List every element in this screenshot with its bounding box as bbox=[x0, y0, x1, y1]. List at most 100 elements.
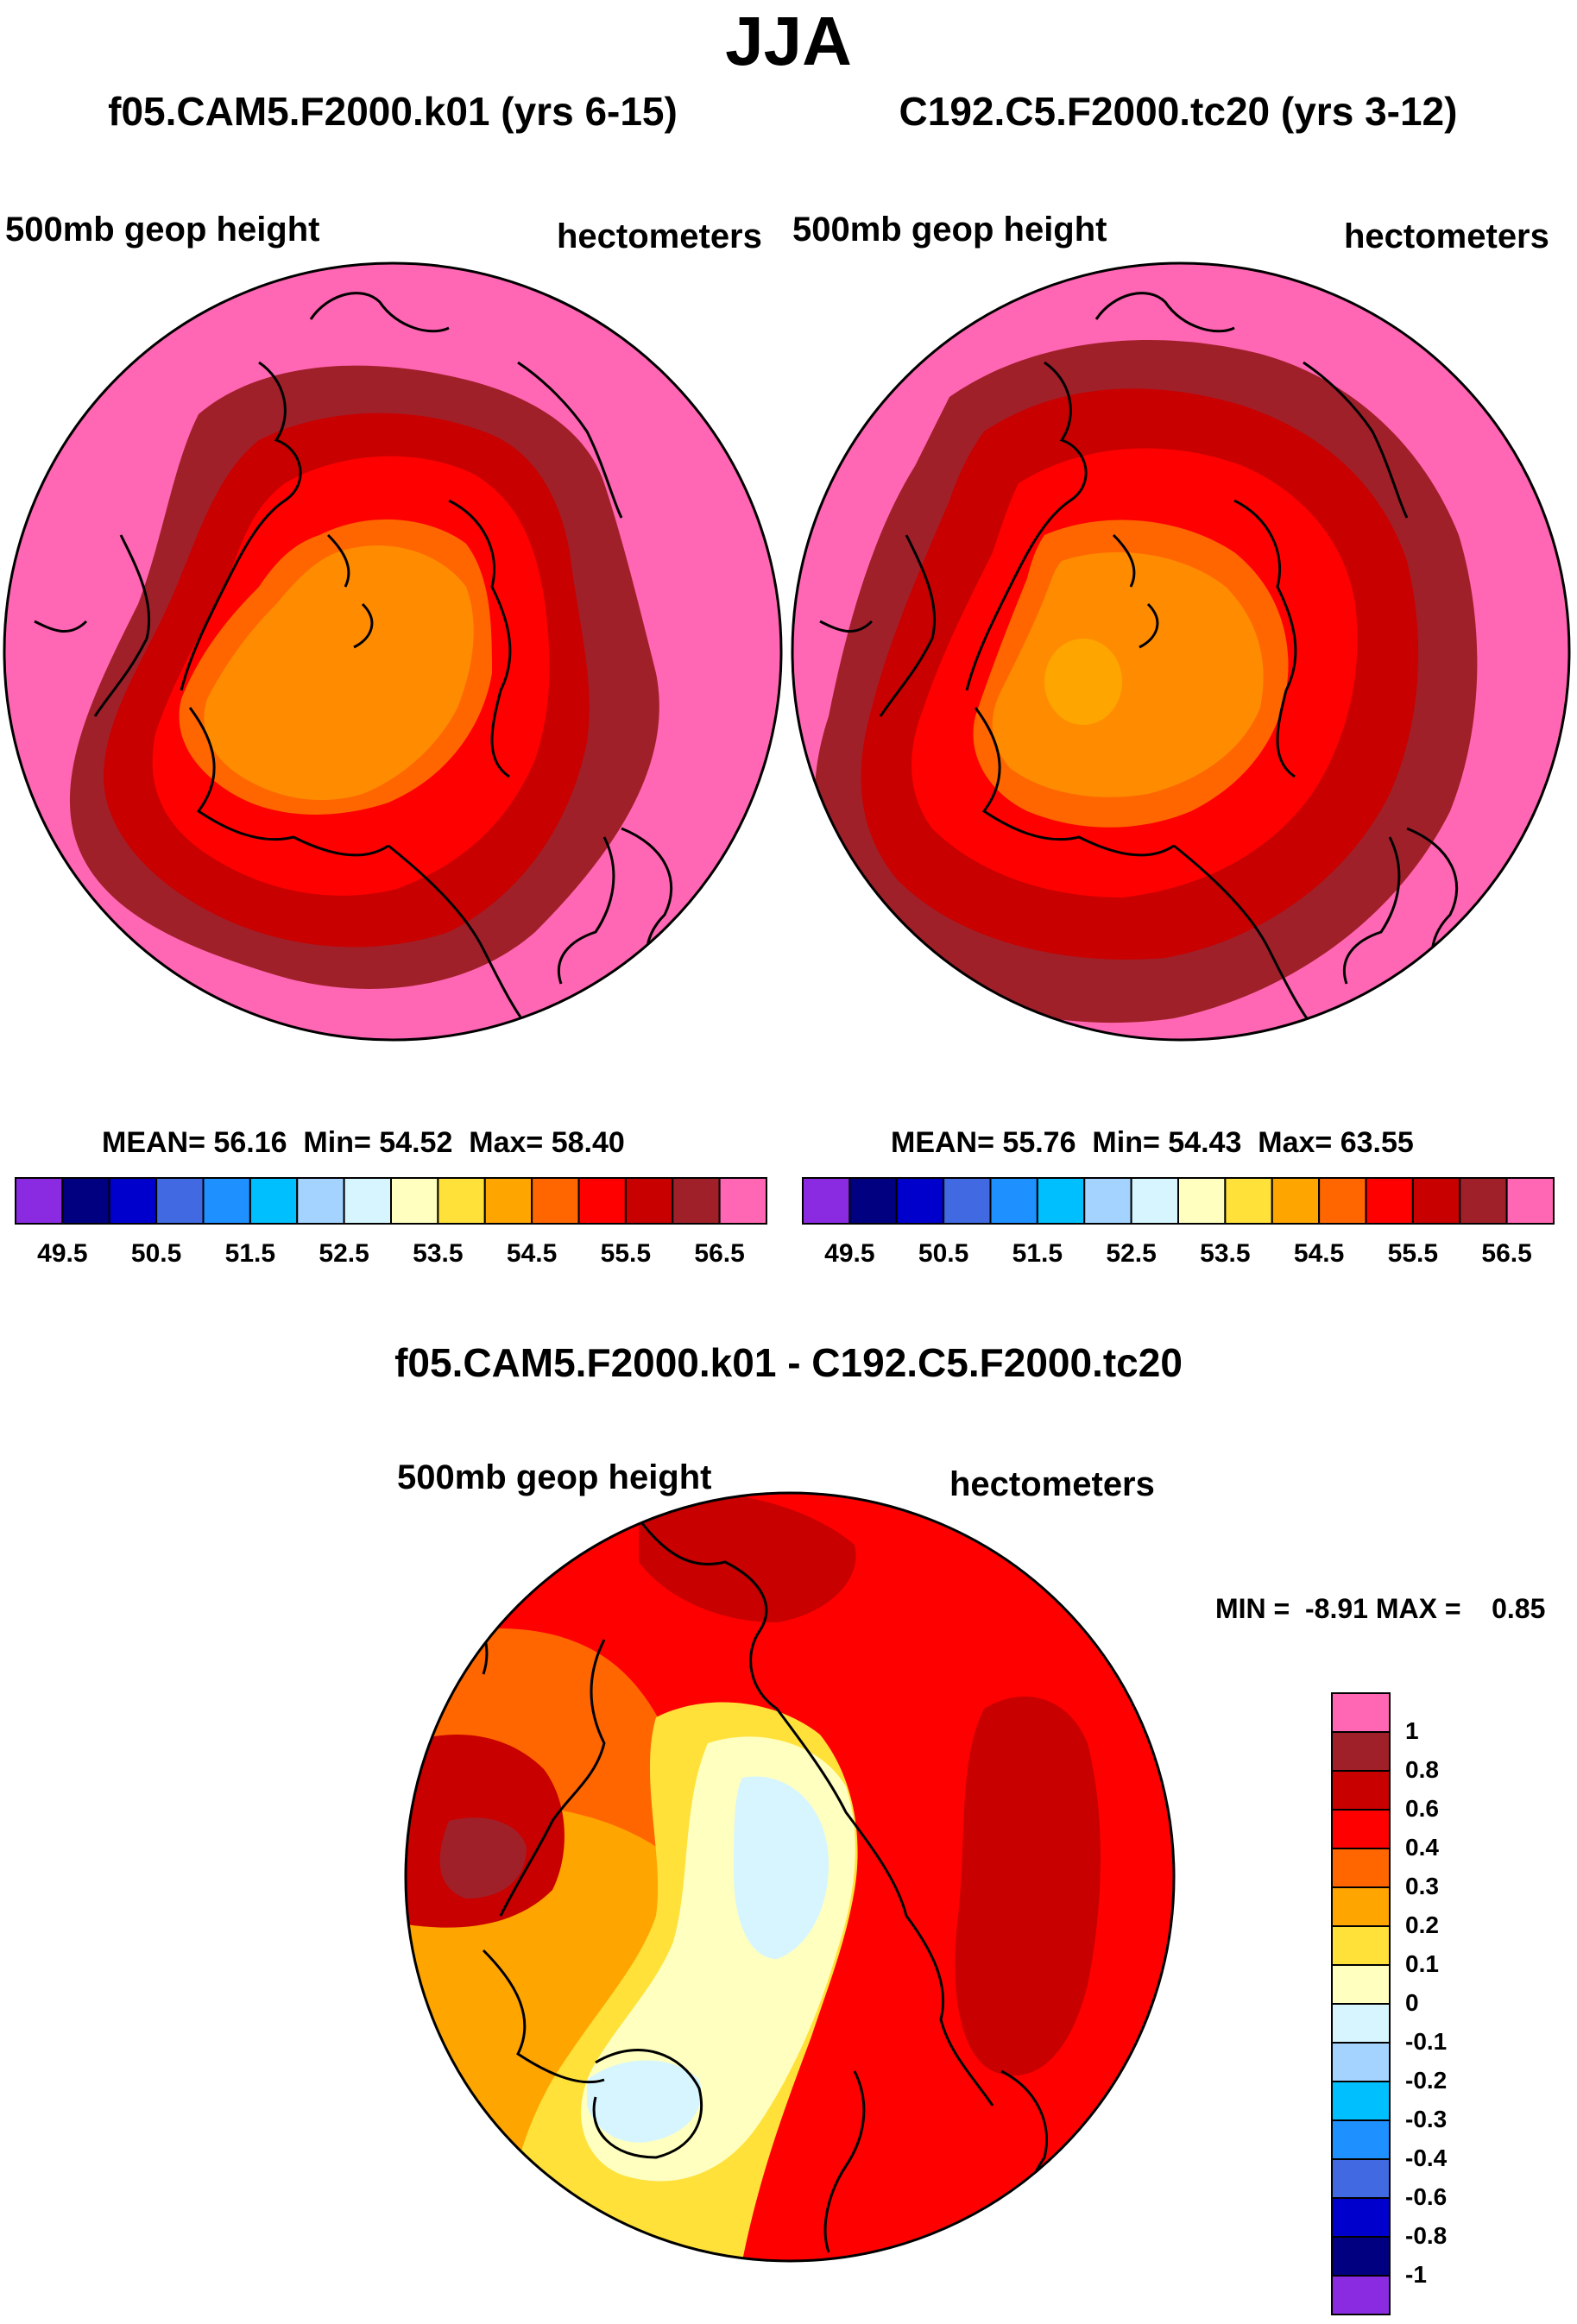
right-colorbar-swatch bbox=[1505, 1177, 1555, 1225]
difference-colorbar-tick-label: -0.2 bbox=[1405, 2067, 1448, 2094]
right-max-label: Max= bbox=[1258, 1126, 1333, 1159]
difference-colorbar-tick-label: 1 bbox=[1405, 1717, 1419, 1744]
left-colorbar-swatch bbox=[531, 1177, 580, 1225]
difference-units-label: hectometers bbox=[949, 1465, 1155, 1503]
left-max-value: 58.40 bbox=[551, 1126, 625, 1159]
left-colorbar-swatch bbox=[249, 1177, 299, 1225]
right-colorbar-swatch bbox=[1365, 1177, 1414, 1225]
difference-min-max: MIN = -8.91 MAX = 0.85 bbox=[1215, 1593, 1546, 1624]
difference-colorbar-tick-label: -1 bbox=[1405, 2261, 1427, 2288]
difference-colorbar-swatch bbox=[1331, 1848, 1391, 1888]
right-colorbar-tick-label: 53.5 bbox=[1200, 1239, 1251, 1268]
difference-colorbar-swatch bbox=[1331, 2158, 1391, 2199]
difference-colorbar-swatch bbox=[1331, 2119, 1391, 2160]
difference-colorbar-swatch bbox=[1331, 1770, 1391, 1811]
difference-colorbar-swatch bbox=[1331, 1964, 1391, 2005]
right-mean-label: MEAN= bbox=[891, 1126, 994, 1159]
right-colorbar-swatch bbox=[1130, 1177, 1179, 1225]
right-colorbar-tick-label: 51.5 bbox=[1012, 1239, 1063, 1268]
left-colorbar-swatch bbox=[483, 1177, 533, 1225]
left-colorbar-swatch bbox=[718, 1177, 767, 1225]
right-colorbar-swatch bbox=[989, 1177, 1038, 1225]
left-colorbar-tick-label: 56.5 bbox=[694, 1239, 745, 1268]
difference-colorbar-tick-label: -0.6 bbox=[1405, 2183, 1448, 2210]
difference-colorbar bbox=[1331, 1692, 1391, 2315]
left-panel-title: f05.CAM5.F2000.k01 (yrs 6-15) bbox=[108, 89, 678, 134]
difference-colorbar-swatch bbox=[1331, 2081, 1391, 2121]
left-colorbar-swatch bbox=[155, 1177, 205, 1225]
right-colorbar-tick-label: 56.5 bbox=[1481, 1239, 1532, 1268]
left-colorbar-swatch bbox=[577, 1177, 627, 1225]
right-colorbar-swatch bbox=[1459, 1177, 1508, 1225]
difference-colorbar-swatch bbox=[1331, 1731, 1391, 1772]
difference-colorbar-swatch bbox=[1331, 2042, 1391, 2082]
difference-colorbar-tick-label: 0 bbox=[1405, 1989, 1419, 2016]
left-colorbar-tick-label: 53.5 bbox=[413, 1239, 464, 1268]
left-colorbar-swatch bbox=[437, 1177, 486, 1225]
right-colorbar-swatch bbox=[1224, 1177, 1273, 1225]
right-colorbar-swatch bbox=[1036, 1177, 1086, 1225]
left-mean-value: 56.16 bbox=[213, 1126, 287, 1159]
left-colorbar-swatch bbox=[624, 1177, 674, 1225]
right-colorbar-swatch bbox=[1411, 1177, 1461, 1225]
difference-title: f05.CAM5.F2000.k01 - C192.C5.F2000.tc20 bbox=[394, 1340, 1183, 1385]
right-colorbar-swatch bbox=[1318, 1177, 1367, 1225]
right-colorbar-swatch bbox=[1177, 1177, 1227, 1225]
difference-colorbar-swatch bbox=[1331, 2236, 1391, 2277]
left-colorbar-swatch bbox=[296, 1177, 345, 1225]
right-colorbar-swatch bbox=[802, 1177, 851, 1225]
difference-colorbar-swatch bbox=[1331, 2003, 1391, 2044]
difference-colorbar-tick-label: -0.3 bbox=[1405, 2106, 1448, 2132]
right-map bbox=[791, 261, 1571, 1042]
left-colorbar-tick-label: 52.5 bbox=[319, 1239, 369, 1268]
difference-colorbar-swatch bbox=[1331, 1692, 1391, 1733]
right-colorbar-tick-label: 50.5 bbox=[918, 1239, 969, 1268]
right-colorbar-swatch bbox=[1271, 1177, 1321, 1225]
right-colorbar-tick-label: 49.5 bbox=[824, 1239, 875, 1268]
left-colorbar-swatch bbox=[672, 1177, 721, 1225]
difference-map bbox=[404, 1491, 1176, 2263]
right-colorbar-tick-label: 55.5 bbox=[1387, 1239, 1439, 1268]
right-stats: MEAN= 55.76 Min= 54.43 Max= 63.55 bbox=[891, 1126, 1414, 1160]
difference-colorbar-tick-label: 0.8 bbox=[1405, 1756, 1439, 1783]
difference-colorbar-tick-label: 0.2 bbox=[1405, 1911, 1439, 1938]
right-min-label: Min= bbox=[1092, 1126, 1160, 1159]
left-min-value: 54.52 bbox=[379, 1126, 453, 1159]
difference-colorbar-tick-label: 0.4 bbox=[1405, 1834, 1439, 1861]
right-colorbar-swatch bbox=[895, 1177, 945, 1225]
left-units-label: hectometers bbox=[557, 217, 762, 255]
right-colorbar-swatch bbox=[848, 1177, 898, 1225]
right-colorbar-tick-label: 52.5 bbox=[1106, 1239, 1157, 1268]
left-colorbar-tick-label: 55.5 bbox=[600, 1239, 652, 1268]
left-colorbar-tick-label: 49.5 bbox=[37, 1239, 88, 1268]
left-colorbar-swatch bbox=[108, 1177, 158, 1225]
right-min-value: 54.43 bbox=[1168, 1126, 1242, 1159]
difference-colorbar-swatch bbox=[1331, 1925, 1391, 1966]
left-colorbar-swatch bbox=[343, 1177, 392, 1225]
difference-colorbar-tick-label: -0.8 bbox=[1405, 2222, 1448, 2249]
left-mean-label: MEAN= bbox=[102, 1126, 205, 1159]
left-colorbar-tick-label: 50.5 bbox=[130, 1239, 182, 1268]
left-colorbar bbox=[15, 1177, 767, 1225]
difference-variable-label: 500mb geop height bbox=[397, 1458, 712, 1496]
left-map bbox=[3, 261, 783, 1042]
left-variable-label: 500mb geop height bbox=[5, 211, 320, 249]
left-stats: MEAN= 56.16 Min= 54.52 Max= 58.40 bbox=[102, 1126, 625, 1160]
difference-colorbar-swatch bbox=[1331, 2197, 1391, 2238]
left-colorbar-tick-label: 54.5 bbox=[506, 1239, 558, 1268]
left-colorbar-swatch bbox=[390, 1177, 439, 1225]
left-colorbar-swatch bbox=[15, 1177, 64, 1225]
left-colorbar-swatch bbox=[61, 1177, 110, 1225]
left-max-label: Max= bbox=[469, 1126, 544, 1159]
right-colorbar bbox=[802, 1177, 1555, 1225]
difference-colorbar-swatch bbox=[1331, 2275, 1391, 2315]
difference-colorbar-tick-label: -0.1 bbox=[1405, 2028, 1448, 2055]
left-colorbar-tick-label: 51.5 bbox=[224, 1239, 276, 1268]
difference-colorbar-swatch bbox=[1331, 1886, 1391, 1927]
difference-colorbar-tick-label: 0.1 bbox=[1405, 1950, 1439, 1977]
season-title: JJA bbox=[725, 3, 852, 79]
right-panel-title: C192.C5.F2000.tc20 (yrs 3-12) bbox=[899, 89, 1458, 134]
left-colorbar-swatch bbox=[202, 1177, 251, 1225]
difference-colorbar-tick-label: 0.6 bbox=[1405, 1795, 1439, 1822]
